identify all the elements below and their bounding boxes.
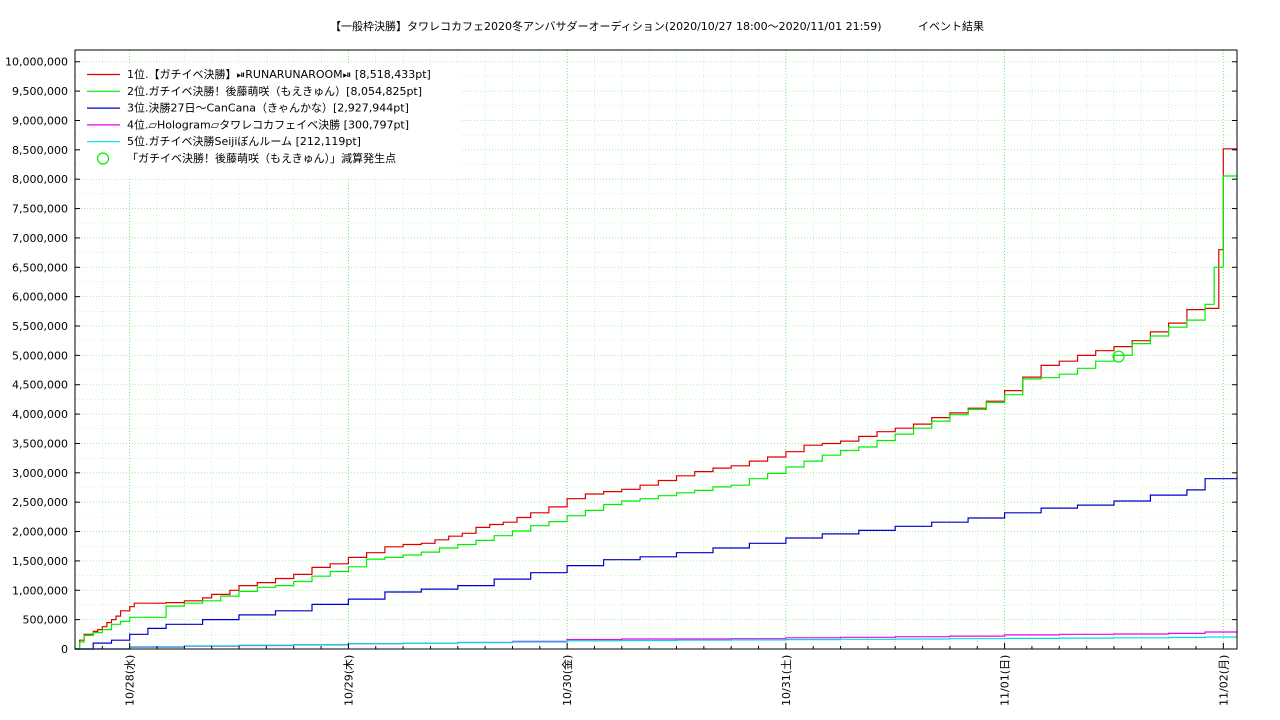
y-tick-label: 10,000,000: [5, 56, 68, 69]
y-axis: 0 500,000 1,000,000 1,500,000 2,000,000 2,500…: [5, 56, 1237, 656]
y-tick-label: 3,500,000: [12, 437, 68, 450]
x-tick-label: 10/28(水): [124, 655, 137, 706]
legend-label: 2位.ガチイベ決勝！後藤萌咲（もえきゅん）[8,054,825pt]: [127, 84, 422, 98]
y-tick-label: 7,500,000: [12, 203, 68, 216]
y-tick-label: 4,000,000: [12, 408, 68, 421]
series-layer: [75, 148, 1238, 650]
y-tick-label: 6,500,000: [12, 261, 68, 274]
series-line-3: [75, 477, 1238, 650]
y-tick-label: 0: [61, 643, 68, 656]
y-tick-label: 9,000,000: [12, 114, 68, 127]
series-line-5: [75, 636, 1238, 650]
x-tick-label: 10/31(土): [780, 655, 793, 706]
legend-label: 1位.【ガチイベ決勝】⏯RUNARUNAROOM⏯ [8,518,433pt]: [127, 67, 431, 81]
y-tick-label: 4,500,000: [12, 379, 68, 392]
legend: 1位.【ガチイベ決勝】⏯RUNARUNAROOM⏯ [8,518,433pt] 2…: [80, 63, 462, 179]
series-line-1: [75, 148, 1237, 650]
x-axis: 10/28(水) 10/29(木) 10/30(金) 10/31(土) 11/01(日)…: [74, 643, 1230, 706]
y-tick-label: 1,500,000: [12, 555, 68, 568]
y-tick-label: 7,000,000: [12, 232, 68, 245]
y-tick-label: 5,500,000: [12, 320, 68, 333]
y-tick-label: 2,500,000: [12, 496, 68, 509]
y-tick-label: 2,000,000: [12, 526, 68, 539]
legend-annotation-marker: [96, 152, 110, 165]
y-tick-label: 1,000,000: [12, 584, 68, 597]
legend-label: 3位.決勝27日〜CanCana（きゃんかな）[2,927,944pt]: [127, 101, 409, 115]
x-tick-label: 10/29(木): [342, 655, 355, 706]
annotation-marker: [1112, 350, 1125, 363]
y-tick-label: 6,000,000: [12, 291, 68, 304]
legend-label: 5位.ガチイベ決勝Seijiぼんルーム [212,119pt]: [127, 134, 361, 148]
y-tick-label: 3,000,000: [12, 467, 68, 480]
plot-frame: [74, 49, 1238, 650]
x-tick-label: 11/02(月): [1217, 655, 1230, 706]
chart-subtitle: イベント結果: [918, 19, 984, 33]
series-line-2: [75, 175, 1237, 650]
legend-label: 4位.▱Hologram▱タワレコカフェイベ決勝 [300,797pt]: [127, 117, 409, 131]
x-tick-label: 11/01(日): [999, 655, 1012, 706]
legend-annotation-label: 「ガチイベ決勝！後藤萌咲（もえきゅん）」減算発生点: [127, 151, 396, 165]
y-tick-label: 8,500,000: [12, 144, 68, 157]
y-tick-label: 500,000: [23, 614, 69, 627]
legend-background: [80, 63, 462, 179]
y-tick-label: 8,000,000: [12, 173, 68, 186]
y-tick-label: 5,000,000: [12, 349, 68, 362]
y-tick-label: 9,500,000: [12, 85, 68, 98]
chart-title: 【一般枠決勝】タワレコカフェ2020冬アンバサダーオーディション(2020/10…: [330, 19, 882, 33]
annotation-layer: [1112, 350, 1125, 363]
x-tick-label: 10/30(金): [560, 655, 574, 706]
